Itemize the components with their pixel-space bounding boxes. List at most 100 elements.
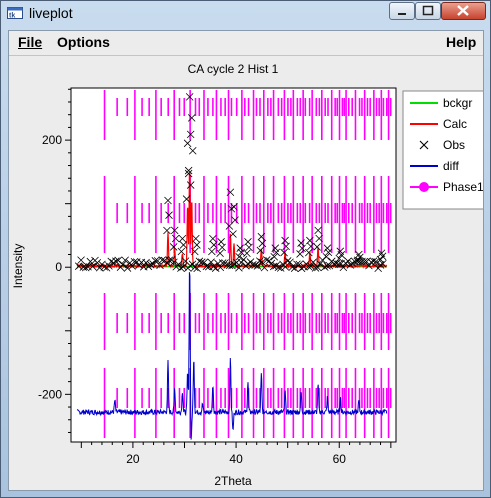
client-area: File Options Help CA cycle 2 Hist 1 20 40… bbox=[8, 30, 488, 491]
obs-point bbox=[169, 243, 178, 251]
obs-point bbox=[171, 234, 180, 243]
obs-point bbox=[321, 263, 329, 271]
diff-line bbox=[76, 272, 388, 440]
obs-point bbox=[348, 259, 357, 268]
obs-point bbox=[144, 262, 153, 271]
maximize-button[interactable] bbox=[415, 2, 441, 20]
title-bar[interactable]: tk liveplot bbox=[1, 1, 490, 27]
obs-point bbox=[256, 246, 265, 255]
menu-help-label: Help bbox=[446, 34, 477, 50]
obs-point bbox=[77, 256, 85, 264]
obs-point bbox=[313, 243, 321, 251]
obs-point bbox=[251, 261, 259, 269]
obs-point bbox=[121, 256, 129, 265]
obs-series bbox=[74, 93, 387, 273]
obs-point bbox=[272, 248, 281, 257]
menu-file-label: File bbox=[18, 34, 43, 50]
x-tick-label: 60 bbox=[333, 452, 347, 466]
obs-point bbox=[379, 259, 387, 268]
obs-point bbox=[185, 93, 194, 101]
obs-point bbox=[335, 254, 344, 263]
y-tick-label: 0 bbox=[55, 260, 62, 274]
obs-point bbox=[253, 262, 262, 270]
legend-label-obs: Obs bbox=[443, 138, 465, 152]
obs-point bbox=[376, 255, 385, 264]
obs-point bbox=[235, 264, 243, 272]
menu-options[interactable]: Options bbox=[57, 34, 110, 50]
legend-label-bckgr: bckgr bbox=[443, 96, 472, 110]
obs-point bbox=[153, 257, 162, 265]
maximize-icon bbox=[422, 5, 434, 16]
obs-point bbox=[163, 226, 171, 235]
obs-point bbox=[344, 257, 352, 265]
obs-point bbox=[314, 263, 322, 272]
obs-point bbox=[324, 248, 333, 257]
obs-point bbox=[183, 139, 192, 148]
obs-point bbox=[346, 261, 355, 269]
obs-point bbox=[184, 169, 193, 178]
obs-point bbox=[209, 262, 218, 271]
obs-point bbox=[209, 234, 217, 243]
obs-point bbox=[188, 146, 197, 155]
menu-help[interactable]: Help bbox=[446, 34, 476, 50]
obs-point bbox=[165, 256, 174, 265]
obs-point bbox=[165, 211, 173, 219]
obs-point bbox=[249, 261, 257, 269]
legend-box bbox=[402, 90, 488, 210]
phase1-reflection-ticks bbox=[103, 90, 392, 438]
obs-point bbox=[228, 261, 236, 270]
obs-point bbox=[170, 258, 178, 267]
obs-point bbox=[179, 262, 187, 271]
minimize-button[interactable] bbox=[389, 2, 415, 20]
obs-point bbox=[177, 264, 185, 272]
legend-label-calc: Calc bbox=[443, 117, 467, 131]
obs-point bbox=[109, 259, 118, 267]
obs-point bbox=[258, 258, 266, 267]
obs-point bbox=[218, 243, 226, 252]
obs-point bbox=[322, 252, 331, 261]
obs-point bbox=[95, 263, 104, 272]
close-icon bbox=[457, 5, 469, 16]
obs-point bbox=[339, 263, 348, 272]
obs-point bbox=[158, 256, 167, 264]
obs-point bbox=[307, 242, 315, 251]
obs-point bbox=[280, 248, 288, 257]
obs-point bbox=[195, 257, 204, 266]
obs-point bbox=[100, 263, 109, 271]
obs-point bbox=[295, 260, 304, 269]
x-axis-label: 2Theta bbox=[214, 474, 252, 488]
obs-point bbox=[177, 247, 186, 256]
obs-point bbox=[187, 114, 196, 122]
close-button[interactable] bbox=[441, 2, 486, 20]
obs-point bbox=[88, 262, 97, 271]
obs-point bbox=[210, 241, 218, 249]
obs-point bbox=[337, 251, 346, 259]
obs-point bbox=[283, 257, 292, 265]
obs-point bbox=[315, 234, 323, 243]
obs-point bbox=[105, 262, 113, 270]
obs-point bbox=[229, 230, 237, 238]
obs-point bbox=[376, 261, 385, 269]
menu-options-label: Options bbox=[57, 34, 110, 50]
obs-point bbox=[369, 257, 378, 265]
obs-point bbox=[207, 258, 215, 266]
obs-point bbox=[288, 263, 297, 271]
diff-series bbox=[76, 272, 388, 440]
obs-point bbox=[226, 188, 235, 197]
obs-point bbox=[256, 257, 264, 265]
x-tick-label: 20 bbox=[126, 452, 140, 466]
obs-point bbox=[223, 261, 232, 269]
obs-point bbox=[325, 261, 334, 270]
obs-point bbox=[243, 249, 251, 258]
obs-point bbox=[276, 264, 285, 272]
obs-point bbox=[216, 249, 224, 258]
x-tick-label: 40 bbox=[229, 452, 243, 466]
obs-point bbox=[182, 195, 191, 203]
menu-bar: File Options Help bbox=[9, 31, 483, 56]
obs-point bbox=[146, 260, 155, 269]
liveplot-app-icon: tk bbox=[7, 7, 23, 20]
menu-file[interactable]: File bbox=[18, 34, 42, 50]
obs-point bbox=[119, 260, 127, 269]
